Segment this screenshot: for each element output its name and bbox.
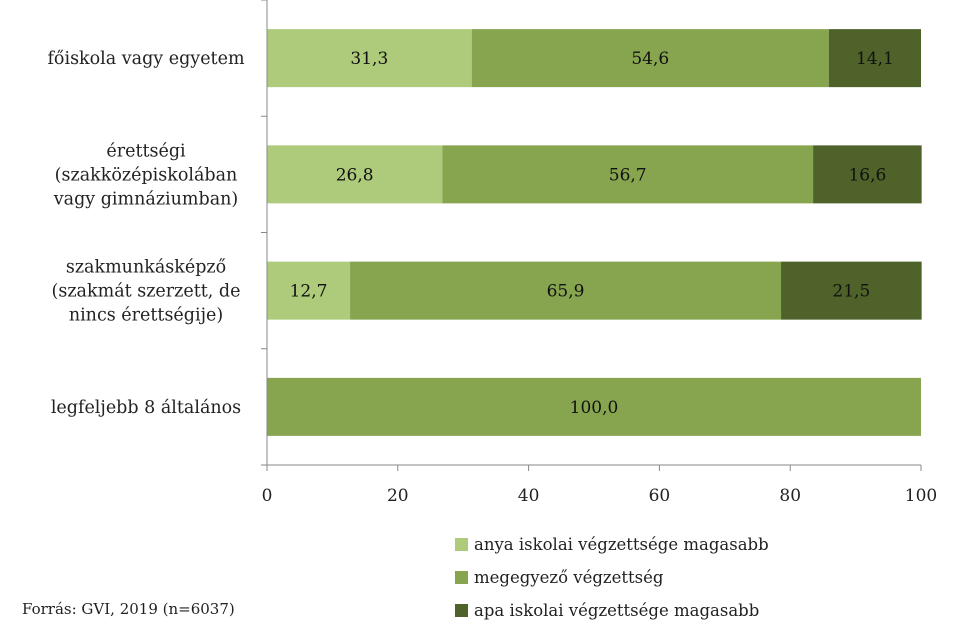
x-tick-label: 80 [779,486,801,506]
data-label: 26,8 [336,165,374,185]
bar-segment [267,377,921,436]
x-tick-label: 0 [262,486,273,506]
legend-item: anya iskolai végzettsége magasabb [455,528,769,561]
category-label: (szakmát szerzett, de [52,282,241,302]
data-label: 54,6 [631,49,669,69]
legend-item: apa iskolai végzettsége magasabb [455,594,769,627]
data-label: 14,1 [856,49,894,69]
source-note: Forrás: GVI, 2019 (n=6037) [22,600,235,618]
bar-segment [350,261,782,320]
stacked-bar-chart: 31,3 54,6 14,1 főiskola vagy egyetem 26,8 56,… [47,0,937,506]
data-label: 12,7 [290,282,328,302]
data-label: 31,3 [350,49,388,69]
category-label: vagy gimnáziumban) [53,189,239,209]
category-label: legfeljebb 8 általános [51,398,241,418]
data-label: 56,7 [609,165,647,185]
category-label: főiskola vagy egyetem [47,49,244,69]
legend-label: apa iskolai végzettsége magasabb [474,601,760,620]
bar-segment [267,145,443,204]
x-tick-label: 100 [905,486,937,506]
bar-segment [828,29,921,88]
category-label: nincs érettségije) [69,306,223,326]
bar-segment [813,145,922,204]
legend-label: anya iskolai végzettsége magasabb [474,535,769,554]
category-label: érettségi [106,141,186,161]
x-tick-label: 20 [387,486,409,506]
data-label: 16,6 [848,165,886,185]
x-tick-label: 40 [518,486,540,506]
bar-segment [267,261,351,320]
bar-segment [471,29,829,88]
category-label: szakmunkásképző [66,258,226,278]
legend: anya iskolai végzettsége magasabb megegy… [455,528,769,627]
legend-label: megegyező végzettség [474,568,664,587]
x-tick-label: 60 [649,486,671,506]
legend-swatch [455,538,468,551]
legend-swatch [455,571,468,584]
category-label: (szakközépiskolában [55,165,238,185]
legend-item: megegyező végzettség [455,561,769,594]
data-label: 21,5 [832,282,870,302]
data-label: 65,9 [547,282,585,302]
bar-segment [267,29,472,88]
bar-segment [781,261,922,320]
bar-segment [442,145,814,204]
legend-swatch [455,604,468,617]
data-label: 100,0 [570,398,619,418]
